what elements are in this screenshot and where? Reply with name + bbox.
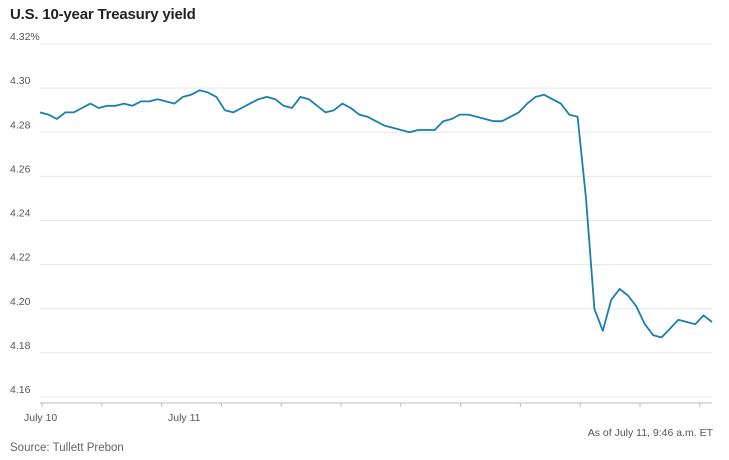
gridlines (40, 43, 712, 398)
y-tick-label: 4.32% (10, 31, 40, 43)
as-of-note: As of July 11, 9:46 a.m. ET (587, 427, 713, 439)
y-tick-label: 4.16 (10, 384, 31, 396)
chart-title: U.S. 10-year Treasury yield (10, 6, 196, 23)
y-tick-label: 4.28 (10, 119, 31, 131)
y-tick-label: 4.24 (10, 208, 31, 220)
y-tick-label: 4.18 (10, 340, 31, 352)
source-note: Source: Tullett Prebon (10, 442, 124, 454)
y-tick-labels: 4.16 4.18 4.20 4.22 4.24 4.26 4.28 4.30 4.32% (10, 31, 40, 396)
x-tick-label: July 11 (168, 412, 201, 424)
x-tick-marks (41, 403, 701, 407)
y-tick-label: 4.26 (10, 163, 31, 175)
x-tick-labels: July 10 July 11 (24, 412, 201, 424)
x-tick-label: July 10 (24, 412, 57, 424)
y-tick-label: 4.20 (10, 296, 31, 308)
y-tick-label: 4.30 (10, 75, 31, 87)
y-tick-label: 4.22 (10, 252, 31, 264)
yield-series-line (39, 89, 713, 339)
